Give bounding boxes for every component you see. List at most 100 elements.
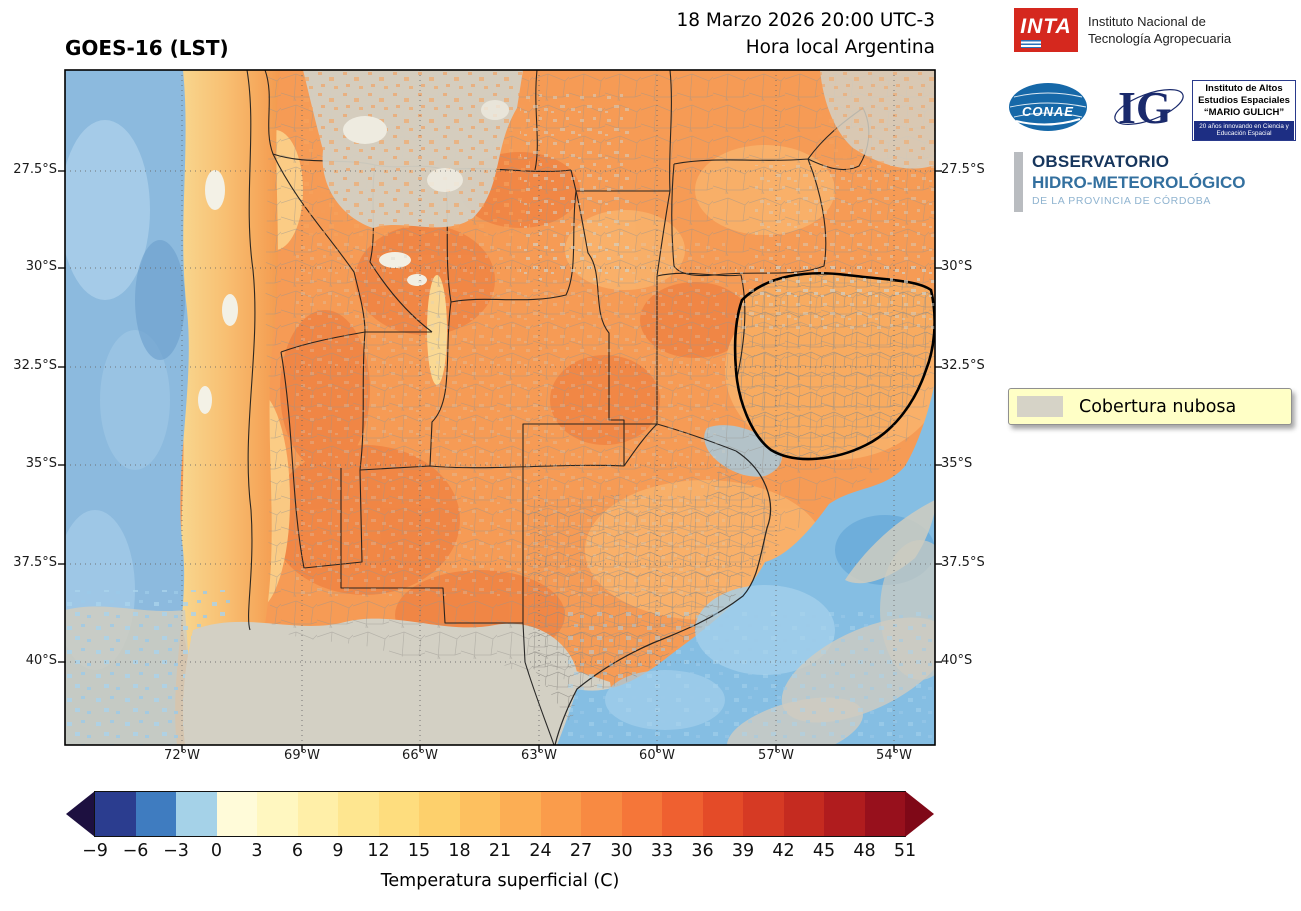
colorbar-segment — [540, 792, 581, 836]
colorbar-tick-label: 24 — [529, 841, 552, 861]
colorbar-tick-label: −9 — [82, 841, 108, 861]
colorbar-segment — [176, 792, 217, 836]
inta-name-line2: Tecnología Agropecuaria — [1088, 30, 1232, 46]
lat-label-left: 27.5°S — [13, 162, 57, 177]
inta-name-line1: Instituto Nacional de — [1088, 14, 1206, 29]
graticule — [65, 70, 935, 745]
gulich-name-line3: “MARIO GULICH” — [1203, 106, 1285, 118]
colorbar-segment — [216, 792, 257, 836]
gulich-logo-block: IG Instituto de Altos Estudios Espaciale… — [1110, 80, 1296, 141]
lat-label-left: 40°S — [25, 653, 57, 668]
colorbar-tick-label: 39 — [731, 841, 755, 861]
conae-logo-icon: CONAE — [1009, 83, 1087, 131]
colorbar-tick-label: 45 — [812, 841, 836, 861]
colorbar-segment — [257, 792, 298, 836]
lon-label: 57°W — [758, 748, 794, 763]
colorbar-segment — [297, 792, 338, 836]
lon-label: 72°W — [164, 748, 200, 763]
colorbar-segment — [500, 792, 541, 836]
colorbar-tick-label: 6 — [291, 841, 304, 861]
axis-ticks — [58, 170, 942, 752]
lat-label-right: 32.5°S — [941, 358, 985, 373]
observatorio-line3: DE LA PROVINCIA DE CÓRDOBA — [1032, 195, 1211, 207]
colorbar-segment — [783, 792, 824, 836]
colorbar-tick-label: 15 — [407, 841, 431, 861]
lat-label-left: 35°S — [25, 456, 57, 471]
lat-label-left: 30°S — [25, 259, 57, 274]
gulich-name-line2: Estudios Espaciales — [1198, 94, 1290, 106]
gulich-logo-icon: IG — [1114, 82, 1184, 133]
colorbar-segment — [662, 792, 703, 836]
lon-label: 63°W — [521, 748, 557, 763]
inta-logo-stripes-icon — [1021, 40, 1041, 48]
observatorio-line1: OBSERVATORIO — [1032, 152, 1170, 171]
colorbar-tick-label: 30 — [610, 841, 633, 861]
inta-name: Instituto Nacional de Tecnología Agropec… — [1088, 8, 1231, 48]
colorbar-segment — [702, 792, 743, 836]
colorbar-label: Temperatura superficial (C) — [380, 871, 620, 891]
colorbar-segment — [95, 792, 136, 836]
colorbar-over-arrow — [905, 791, 934, 837]
observatorio-line2: HIDRO-METEOROLÓGICO — [1032, 173, 1246, 192]
map-title: GOES-16 (LST) — [65, 36, 229, 60]
colorbar-ticks: −9 −6 −3 0 3 6 9 12 15 18 21 24 27 30 33 36 39 42 45 48 51 — [82, 841, 916, 865]
colorbar-segment — [419, 792, 460, 836]
datetime-line1: 18 Marzo 2026 20:00 UTC-3 — [676, 10, 935, 31]
cloud-cover-legend: Cobertura nubosa — [1008, 388, 1292, 425]
observatorio-text: OBSERVATORIO HIDRO-METEOROLÓGICO DE LA P… — [1032, 152, 1245, 212]
colorbar-tick-label: 12 — [367, 841, 390, 861]
colorbar-segment — [621, 792, 662, 836]
gulich-name-line1: Instituto de Altos — [1205, 83, 1283, 94]
lon-label: 66°W — [402, 748, 438, 763]
observatorio-block: OBSERVATORIO HIDRO-METEOROLÓGICO DE LA P… — [1014, 152, 1245, 212]
observatorio-bar — [1014, 152, 1023, 212]
lat-label-right: 27.5°S — [941, 162, 985, 177]
colorbar-segment — [378, 792, 419, 836]
colorbar-tick-label: 21 — [488, 841, 512, 861]
colorbar-tick-label: 0 — [210, 841, 223, 861]
lat-label-right: 40°S — [941, 653, 973, 668]
lat-label-right: 35°S — [941, 456, 973, 471]
gulich-name: Instituto de Altos Estudios Espaciales “… — [1192, 80, 1296, 141]
colorbar-tick-label: 42 — [772, 841, 795, 861]
lat-label-right: 30°S — [941, 259, 973, 274]
colorbar-tick-label: 33 — [650, 841, 674, 861]
colorbar-segment — [581, 792, 622, 836]
lst-map — [58, 69, 942, 752]
cloud-legend-label: Cobertura nubosa — [1079, 396, 1237, 417]
conae-logo-text: CONAE — [1022, 104, 1074, 119]
colorbar-tick-label: 27 — [569, 841, 593, 861]
inta-logo: INTA — [1014, 8, 1078, 52]
lat-label-right: 37.5°S — [941, 555, 985, 570]
colorbar-segment — [824, 792, 865, 836]
colorbar-segment — [864, 792, 905, 836]
lat-label-left: 37.5°S — [13, 555, 57, 570]
colorbar-tick-label: −6 — [122, 841, 149, 861]
lon-label: 54°W — [876, 748, 912, 763]
colorbar-segment — [743, 792, 784, 836]
cloud-swatch — [1017, 396, 1063, 417]
colorbar-tick-label: 3 — [251, 841, 263, 861]
colorbar-tick-label: 18 — [448, 841, 471, 861]
datetime-line2: Hora local Argentina — [745, 36, 935, 58]
datetime-block: 18 Marzo 2026 20:00 UTC-3 Hora local Arg… — [535, 8, 935, 62]
colorbar-tick-label: 48 — [853, 841, 876, 861]
colorbar-tick-label: −3 — [163, 841, 189, 861]
colorbar: −9 −6 −3 0 3 6 9 12 15 18 21 24 27 30 33 36 39 42 45 48 51 T… — [66, 791, 934, 906]
colorbar-tick-label: 51 — [893, 841, 917, 861]
colorbar-tick-label: 36 — [691, 841, 714, 861]
gulich-banner: 20 años innovando en Ciencia y Educación… — [1194, 120, 1294, 140]
colorbar-body — [94, 791, 906, 837]
colorbar-segment — [459, 792, 500, 836]
lon-label: 60°W — [639, 748, 675, 763]
map-raster — [65, 70, 935, 745]
colorbar-segment — [338, 792, 379, 836]
lat-label-left: 32.5°S — [13, 358, 57, 373]
inta-logo-text: INTA — [1020, 15, 1072, 38]
colorbar-segment — [135, 792, 176, 836]
colorbar-under-arrow — [66, 791, 95, 837]
inta-logo-block: INTA Instituto Nacional de Tecnología Ag… — [1014, 8, 1231, 52]
conae-logo-block: CONAE — [1008, 82, 1088, 136]
colorbar-tick-label: 9 — [332, 841, 344, 861]
